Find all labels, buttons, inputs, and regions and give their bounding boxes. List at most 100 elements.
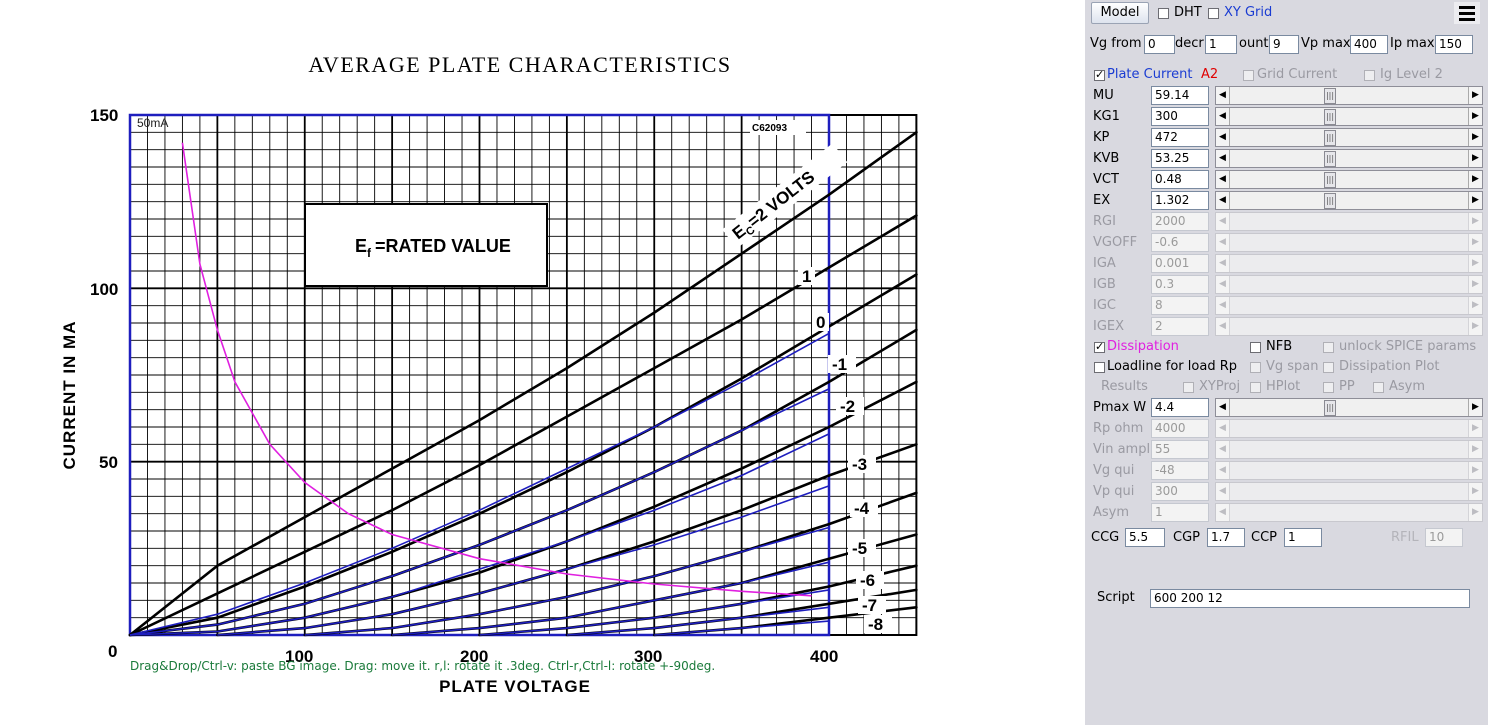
slider-left-arrow-icon[interactable]: ◀ (1216, 213, 1230, 230)
hplot-checkbox[interactable] (1250, 382, 1261, 393)
slider-left-arrow-icon[interactable]: ◀ (1216, 441, 1230, 458)
slider-right-arrow-icon[interactable]: ▶ (1468, 150, 1482, 167)
slider-right-arrow-icon[interactable]: ▶ (1468, 318, 1482, 335)
grid-current-checkbox[interactable] (1243, 70, 1254, 81)
param-vgoff-input[interactable]: -0.6 (1151, 233, 1209, 252)
param-kp-input[interactable]: 472 (1151, 128, 1209, 147)
param-vp-qui-slider[interactable]: ◀ ▶ (1215, 482, 1483, 501)
slider-left-arrow-icon[interactable]: ◀ (1216, 171, 1230, 188)
model-button[interactable]: Model (1091, 2, 1149, 24)
asym-checkbox[interactable] (1373, 382, 1384, 393)
slider-right-arrow-icon[interactable]: ▶ (1468, 192, 1482, 209)
param-vct-slider[interactable]: ◀ ||| ▶ (1215, 170, 1483, 189)
nfb-checkbox[interactable] (1250, 342, 1261, 353)
param-igc-input[interactable]: 8 (1151, 296, 1209, 315)
param-rp-ohm-slider[interactable]: ◀ ▶ (1215, 419, 1483, 438)
xyproj-checkbox[interactable] (1183, 382, 1194, 393)
vpmax-input[interactable]: 400 (1350, 35, 1388, 54)
menu-button[interactable] (1454, 2, 1480, 24)
param-kvb-input[interactable]: 53.25 (1151, 149, 1209, 168)
param-vg-qui-slider[interactable]: ◀ ▶ (1215, 461, 1483, 480)
slider-right-arrow-icon[interactable]: ▶ (1468, 462, 1482, 479)
slider-left-arrow-icon[interactable]: ◀ (1216, 276, 1230, 293)
param-igex-slider[interactable]: ◀ ▶ (1215, 317, 1483, 336)
slider-left-arrow-icon[interactable]: ◀ (1216, 255, 1230, 272)
plate-current-checkbox[interactable] (1094, 68, 1105, 81)
slider-left-arrow-icon[interactable]: ◀ (1216, 420, 1230, 437)
param-rgi-slider[interactable]: ◀ ▶ (1215, 212, 1483, 231)
slider-right-arrow-icon[interactable]: ▶ (1468, 297, 1482, 314)
slider-left-arrow-icon[interactable]: ◀ (1216, 462, 1230, 479)
param-mu-slider[interactable]: ◀ ||| ▶ (1215, 86, 1483, 105)
slider-right-arrow-icon[interactable]: ▶ (1468, 399, 1482, 416)
param-iga-input[interactable]: 0.001 (1151, 254, 1209, 273)
slider-thumb[interactable]: ||| (1324, 130, 1336, 146)
plot-area[interactable]: AVERAGE PLATE CHARACTERISTICS 50mA C6209… (0, 0, 1085, 725)
param-mu-input[interactable]: 59.14 (1151, 86, 1209, 105)
xygrid-checkbox[interactable] (1208, 8, 1219, 19)
slider-left-arrow-icon[interactable]: ◀ (1216, 192, 1230, 209)
slider-left-arrow-icon[interactable]: ◀ (1216, 150, 1230, 167)
param-vp-qui-input[interactable]: 300 (1151, 482, 1209, 501)
param-igb-slider[interactable]: ◀ ▶ (1215, 275, 1483, 294)
slider-right-arrow-icon[interactable]: ▶ (1468, 255, 1482, 272)
param-iga-slider[interactable]: ◀ ▶ (1215, 254, 1483, 273)
param-igex-input[interactable]: 2 (1151, 317, 1209, 336)
param-kg1-slider[interactable]: ◀ ||| ▶ (1215, 107, 1483, 126)
param-pmax-w-slider[interactable]: ◀ ||| ▶ (1215, 398, 1483, 417)
slider-right-arrow-icon[interactable]: ▶ (1468, 504, 1482, 521)
slider-right-arrow-icon[interactable]: ▶ (1468, 420, 1482, 437)
unlock-checkbox[interactable] (1323, 342, 1334, 353)
param-kvb-slider[interactable]: ◀ ||| ▶ (1215, 149, 1483, 168)
ccp-input[interactable]: 1 (1284, 528, 1322, 547)
slider-left-arrow-icon[interactable]: ◀ (1216, 483, 1230, 500)
dissplot-checkbox[interactable] (1323, 362, 1334, 373)
slider-left-arrow-icon[interactable]: ◀ (1216, 129, 1230, 146)
slider-left-arrow-icon[interactable]: ◀ (1216, 504, 1230, 521)
param-asym-slider[interactable]: ◀ ▶ (1215, 503, 1483, 522)
slider-thumb[interactable]: ||| (1324, 172, 1336, 188)
slider-right-arrow-icon[interactable]: ▶ (1468, 483, 1482, 500)
param-vct-input[interactable]: 0.48 (1151, 170, 1209, 189)
slider-thumb[interactable]: ||| (1324, 109, 1336, 125)
slider-right-arrow-icon[interactable]: ▶ (1468, 441, 1482, 458)
slider-right-arrow-icon[interactable]: ▶ (1468, 213, 1482, 230)
param-pmax-w-input[interactable]: 4.4 (1151, 398, 1209, 417)
param-kp-slider[interactable]: ◀ ||| ▶ (1215, 128, 1483, 147)
plate-characteristics-chart[interactable]: AVERAGE PLATE CHARACTERISTICS 50mA C6209… (0, 0, 1085, 725)
slider-left-arrow-icon[interactable]: ◀ (1216, 399, 1230, 416)
slider-right-arrow-icon[interactable]: ▶ (1468, 87, 1482, 104)
slider-left-arrow-icon[interactable]: ◀ (1216, 297, 1230, 314)
slider-right-arrow-icon[interactable]: ▶ (1468, 129, 1482, 146)
ipmax-input[interactable]: 150 (1435, 35, 1473, 54)
vgspan-checkbox[interactable] (1250, 362, 1261, 373)
loadline-checkbox[interactable] (1094, 362, 1105, 373)
ig-level-checkbox[interactable] (1364, 70, 1375, 81)
slider-left-arrow-icon[interactable]: ◀ (1216, 87, 1230, 104)
param-rp-ohm-input[interactable]: 4000 (1151, 419, 1209, 438)
slider-left-arrow-icon[interactable]: ◀ (1216, 108, 1230, 125)
param-vin-ampl-input[interactable]: 55 (1151, 440, 1209, 459)
dissipation-checkbox[interactable] (1094, 340, 1105, 353)
param-vgoff-slider[interactable]: ◀ ▶ (1215, 233, 1483, 252)
dht-checkbox[interactable] (1158, 8, 1169, 19)
slider-thumb[interactable]: ||| (1324, 151, 1336, 167)
slider-right-arrow-icon[interactable]: ▶ (1468, 108, 1482, 125)
param-vg-qui-input[interactable]: -48 (1151, 461, 1209, 480)
param-asym-input[interactable]: 1 (1151, 503, 1209, 522)
param-ex-input[interactable]: 1.302 (1151, 191, 1209, 210)
script-input[interactable]: 600 200 12 (1150, 589, 1470, 608)
param-ex-slider[interactable]: ◀ ||| ▶ (1215, 191, 1483, 210)
decr-input[interactable]: 1 (1205, 35, 1237, 54)
rfil-input[interactable]: 10 (1425, 528, 1463, 547)
slider-left-arrow-icon[interactable]: ◀ (1216, 318, 1230, 335)
cgp-input[interactable]: 1.7 (1207, 528, 1245, 547)
slider-right-arrow-icon[interactable]: ▶ (1468, 234, 1482, 251)
ccg-input[interactable]: 5.5 (1125, 528, 1165, 547)
param-igc-slider[interactable]: ◀ ▶ (1215, 296, 1483, 315)
param-rgi-input[interactable]: 2000 (1151, 212, 1209, 231)
slider-left-arrow-icon[interactable]: ◀ (1216, 234, 1230, 251)
param-kg1-input[interactable]: 300 (1151, 107, 1209, 126)
vg-from-input[interactable]: 0 (1144, 35, 1175, 54)
count-input[interactable]: 9 (1269, 35, 1299, 54)
